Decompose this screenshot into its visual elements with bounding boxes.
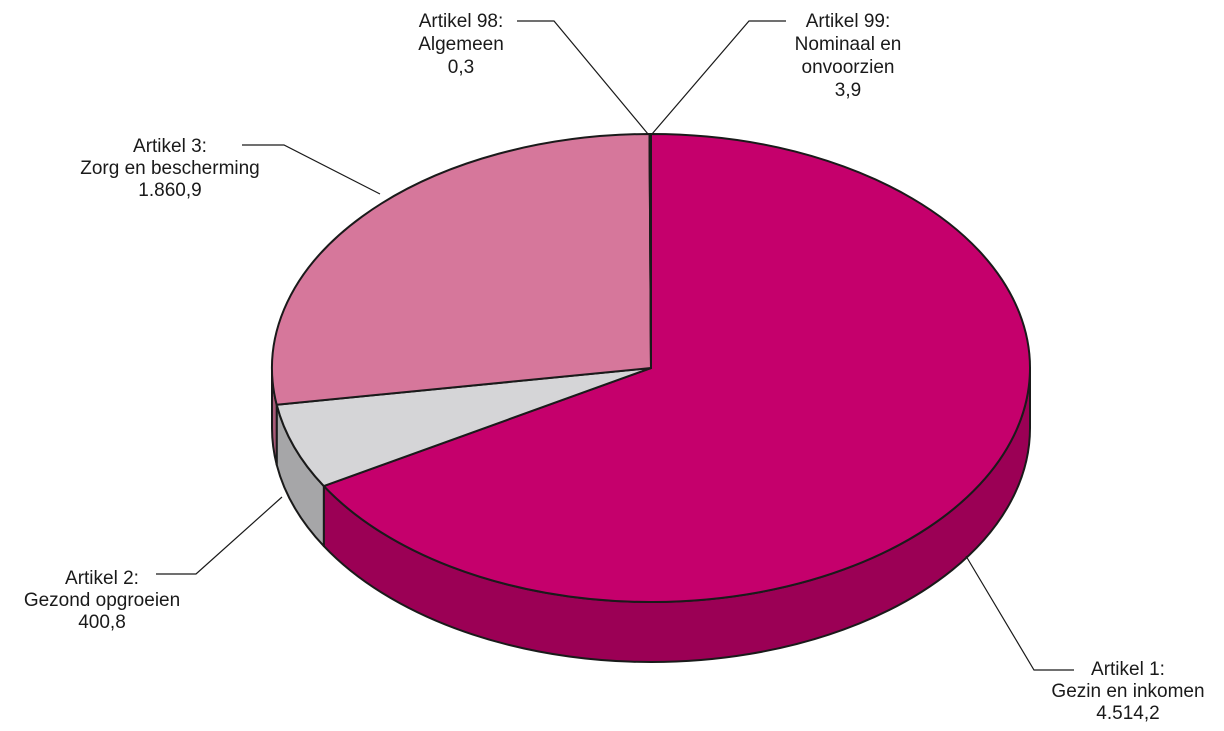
slice-label-artikel-99: Artikel 99: Nominaal en onvoorzien 3,9 [795,11,902,101]
leader-line-artikel-99 [651,20,786,135]
slice-label-artikel-98-line1: Artikel 98: [419,11,503,32]
slice-label-artikel-3-line2: Zorg en bescherming [80,158,260,179]
pie-slices [271,132,1031,603]
slice-value-artikel-3: 1.860,9 [138,180,201,201]
leader-line-artikel-2 [156,496,283,575]
slice-label-artikel-99-line1: Artikel 99: [806,11,890,32]
pie-slice-artikel-1 [322,133,1031,603]
slice-label-artikel-99-line3: onvoorzien [802,57,895,78]
slice-label-artikel-99-line2: Nominaal en [795,34,902,55]
slice-label-artikel-2-line2: Gezond opgroeien [24,590,180,611]
pie-slice-artikel-3 [271,133,652,406]
slice-label-artikel-2: Artikel 2: Gezond opgroeien 400,8 [24,568,180,633]
slice-value-artikel-98: 0,3 [448,57,474,78]
leader-lines [156,20,1074,671]
slice-label-artikel-3-line1: Artikel 3: [133,136,207,157]
pie-slice-artikel-99 [648,132,652,369]
pie-slice-artikel-2 [275,367,652,488]
slice-label-artikel-1-line1: Artikel 1: [1091,659,1165,680]
slice-label-artikel-1: Artikel 1: Gezin en inkomen 4.514,2 [1051,659,1204,724]
slice-value-artikel-2: 400,8 [78,612,126,633]
leader-line-artikel-3 [242,144,381,195]
leader-line-artikel-98 [517,20,649,135]
slice-label-artikel-98: Artikel 98: Algemeen 0,3 [418,11,504,78]
slice-label-artikel-98-line2: Algemeen [418,34,504,55]
slice-label-artikel-3: Artikel 3: Zorg en bescherming 1.860,9 [80,136,260,201]
slice-label-artikel-2-line1: Artikel 2: [65,568,139,589]
slice-value-artikel-1: 4.514,2 [1096,703,1159,724]
slice-label-artikel-1-line2: Gezin en inkomen [1051,681,1204,702]
leader-line-artikel-1 [965,555,1074,671]
slice-value-artikel-99: 3,9 [835,80,861,101]
